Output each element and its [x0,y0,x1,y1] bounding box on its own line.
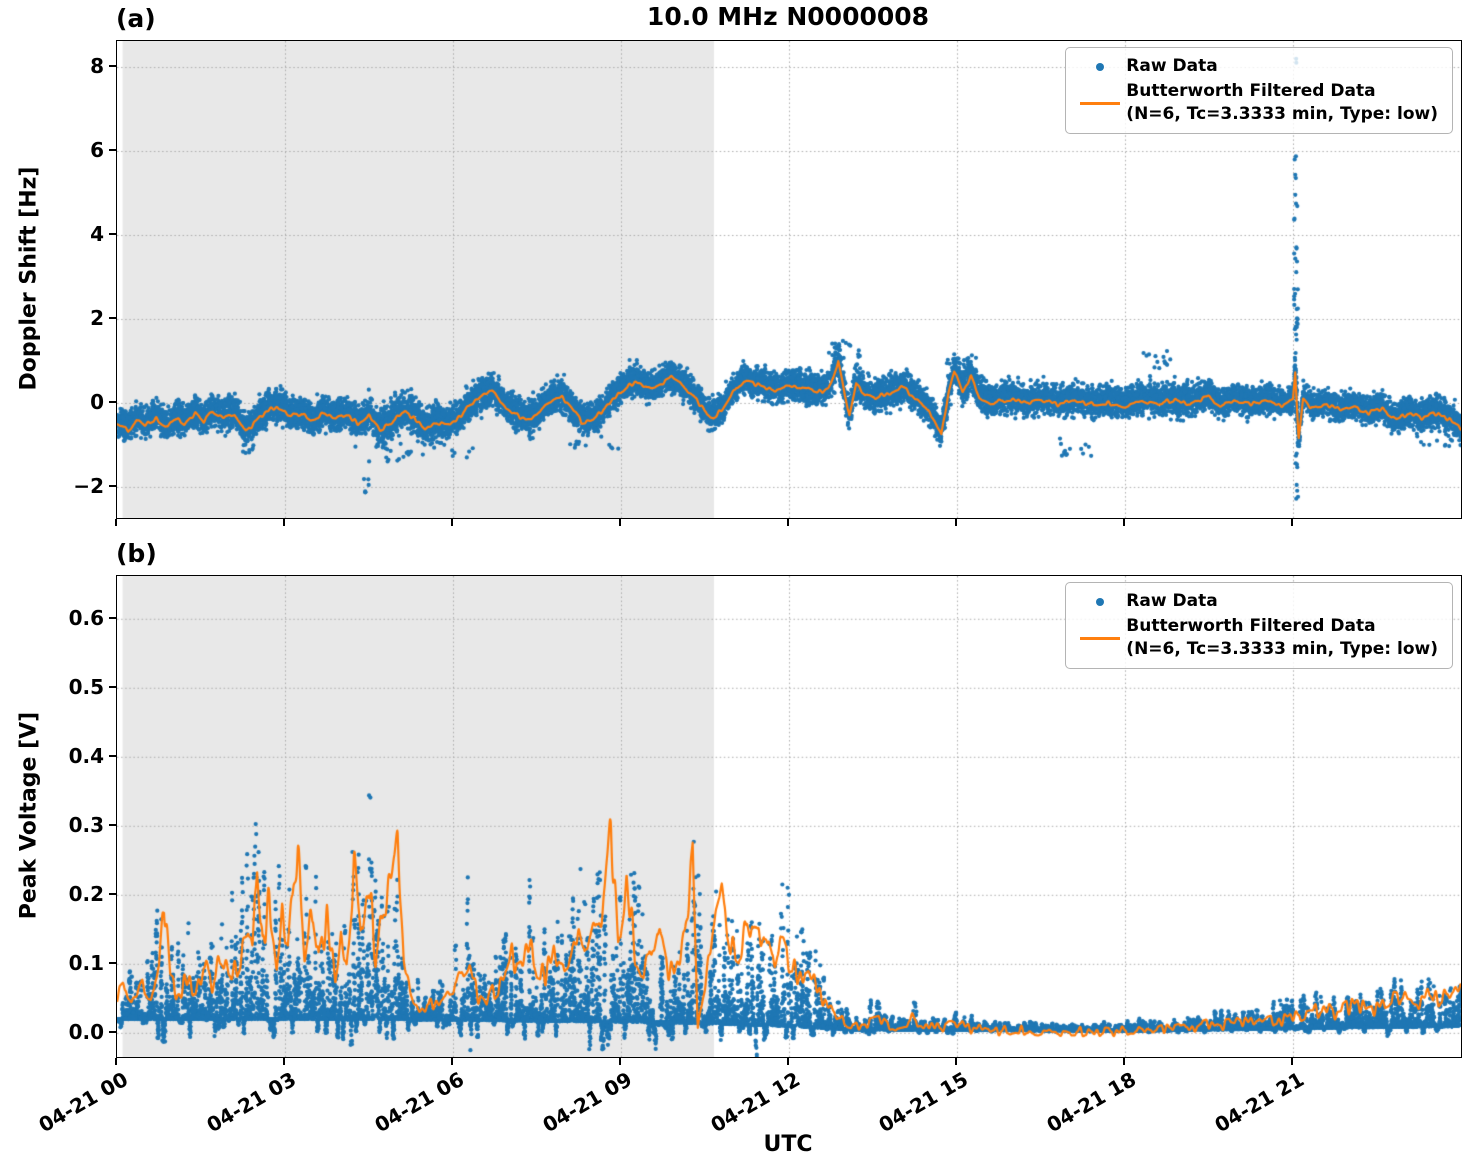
xtick-label: 04-21 18 [1042,1067,1140,1138]
tickmark [1123,519,1125,526]
tickmark [283,519,285,526]
voltage-legend: Raw Data Butterworth Filtered Data (N=6,… [1065,582,1453,669]
legend-label-raw: Raw Data [1126,591,1218,611]
tickmark [451,519,453,526]
tickmark [109,892,116,895]
tickmark [787,1058,789,1065]
voltage-axes: Raw Data Butterworth Filtered Data (N=6,… [116,575,1462,1058]
ytick-label: −2 [73,473,104,498]
tickmark [1291,519,1293,526]
tickmark [115,519,117,526]
tickmark [955,1058,957,1065]
xtick-label: 04-21 12 [706,1067,804,1138]
tickmark [109,823,116,826]
tickmark [619,519,621,526]
tickmark [1123,1058,1125,1065]
legend-row-filtered: Butterworth Filtered Data (N=6, Tc=3.333… [1074,615,1438,661]
ytick-label: 4 [90,221,104,246]
tickmark [109,232,116,235]
legend-row-raw: Raw Data [1074,590,1438,613]
tickmark [109,754,116,757]
ytick-label: 6 [90,138,104,162]
filtered-line-marker-icon [1074,101,1126,105]
ytick-label: 0.3 [68,812,104,837]
y-axis-label-doppler: Doppler Shift [Hz] [16,166,42,391]
tickmark [109,484,116,487]
ytick-label: 2 [90,305,104,330]
tickmark [787,519,789,526]
doppler-axes: Raw Data Butterworth Filtered Data (N=6,… [116,40,1462,519]
ytick-label: 0.4 [68,743,104,768]
ytick-label: 0 [90,389,104,414]
panel-label-a: (a) [116,4,156,33]
legend-label-filtered: Butterworth Filtered Data (N=6, Tc=3.333… [1126,616,1438,659]
ytick-label: 8 [90,54,104,79]
xtick-label: 04-21 03 [202,1067,300,1138]
tickmark [109,961,116,964]
tickmark [109,149,116,151]
ytick-label: 0.6 [68,605,104,630]
tickmark [955,519,957,526]
tickmark [109,316,116,319]
legend-label-filtered: Butterworth Filtered Data (N=6, Tc=3.333… [1126,81,1438,124]
ytick-label: 0.5 [68,674,104,699]
xtick-label: 04-21 06 [370,1067,468,1138]
tickmark [115,1058,117,1065]
ytick-label: 0.2 [68,881,104,906]
xtick-label: 04-21 15 [874,1067,972,1138]
tickmark [283,1058,285,1065]
tickmark [109,685,116,688]
tickmark [109,65,116,68]
tickmark [109,616,116,619]
doppler-legend: Raw Data Butterworth Filtered Data (N=6,… [1065,47,1453,134]
legend-row-raw: Raw Data [1074,55,1438,78]
tickmark [109,1030,116,1033]
panel-label-b: (b) [116,539,157,568]
tickmark [619,1058,621,1065]
legend-label-raw: Raw Data [1126,56,1218,76]
filtered-line-marker-icon [1074,636,1126,640]
xtick-label: 04-21 21 [1210,1067,1308,1138]
ytick-label: 0.0 [68,1019,104,1044]
xtick-label: 04-21 00 [34,1067,132,1138]
tickmark [451,1058,453,1065]
xtick-label: 04-21 09 [538,1067,636,1138]
ytick-label: 0.1 [68,950,104,975]
raw-data-marker-icon [1074,62,1126,71]
tickmark [109,400,116,403]
x-axis-label: UTC [763,1132,813,1157]
legend-row-filtered: Butterworth Filtered Data (N=6, Tc=3.333… [1074,80,1438,126]
figure-title: 10.0 MHz N0000008 [646,2,930,31]
raw-data-marker-icon [1074,597,1126,606]
tickmark [1291,1058,1293,1065]
